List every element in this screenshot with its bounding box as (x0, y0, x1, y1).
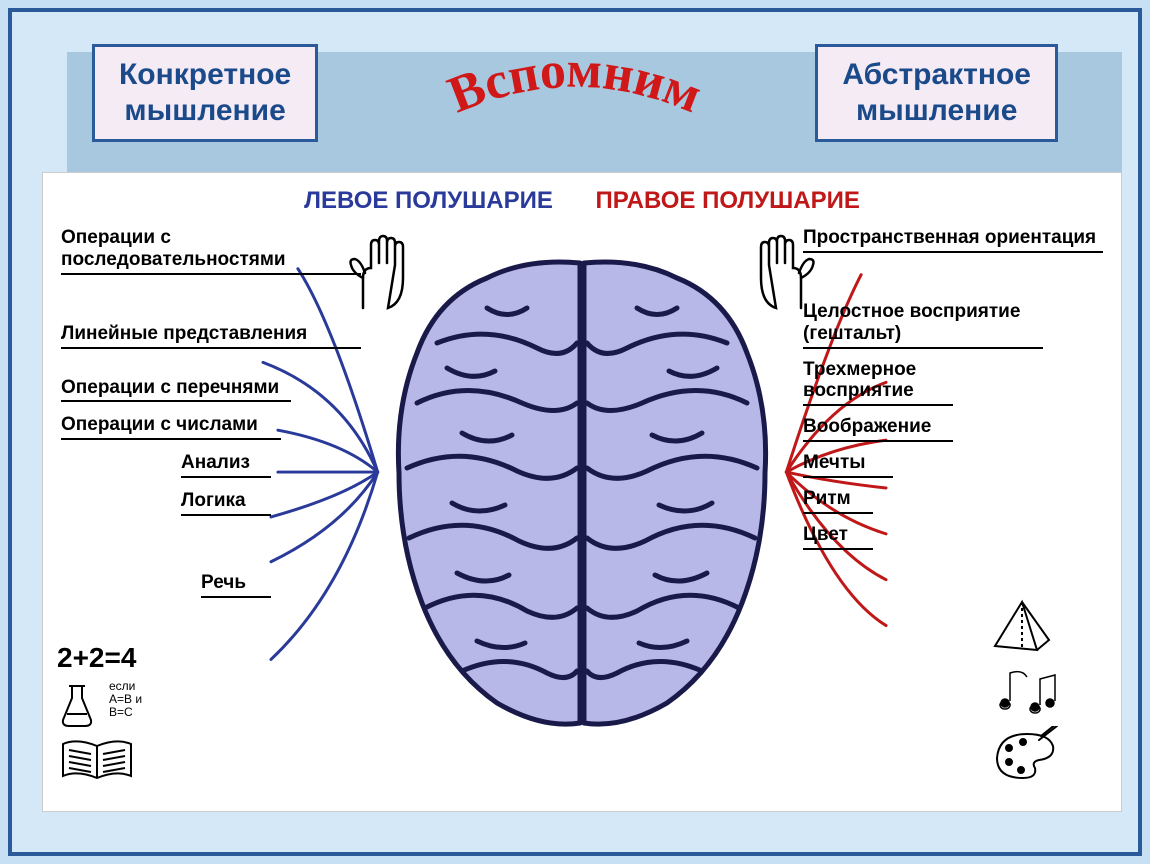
right-label-4: Мечты (803, 448, 893, 478)
brain-icon (377, 253, 787, 733)
header-boxes: Конкретное мышление Абстрактное мышление (12, 44, 1138, 142)
right-label-5: Ритм (803, 484, 873, 514)
right-labels: Пространственная ориентация Целостное во… (803, 223, 1103, 550)
book-icon (57, 736, 137, 786)
header-box-left: Конкретное мышление (92, 44, 318, 142)
header-box-right: Абстрактное мышление (815, 44, 1058, 142)
palette-icon (987, 726, 1067, 786)
right-label-2: Трехмерное восприятие (803, 355, 953, 407)
math-equation: 2+2=4 (57, 642, 257, 674)
flask-icon (57, 680, 97, 730)
header-right-line2: мышление (842, 93, 1031, 129)
music-notes-icon (987, 661, 1067, 721)
right-label-0: Пространственная ориентация (803, 223, 1103, 253)
right-label-3: Воображение (803, 412, 953, 442)
hemisphere-titles: ЛЕВОЕ ПОЛУШАРИЕ ПРАВОЕ ПОЛУШАРИЕ (43, 187, 1121, 215)
logic-text: если A=B и B=C (109, 680, 142, 720)
diagram-panel: ЛЕВОЕ ПОЛУШАРИЕ ПРАВОЕ ПОЛУШАРИЕ (42, 172, 1122, 812)
right-label-6: Цвет (803, 520, 873, 550)
header-left-line1: Конкретное (119, 57, 291, 93)
left-labels: Операции с последовательностями Линейные… (61, 223, 361, 598)
outer-frame: Конкретное мышление Абстрактное мышление… (8, 8, 1142, 856)
hemi-left-title: ЛЕВОЕ ПОЛУШАРИЕ (304, 187, 553, 214)
left-label-6: Речь (201, 568, 271, 598)
left-label-4: Анализ (181, 448, 271, 478)
left-label-1: Линейные представления (61, 319, 361, 349)
left-label-0: Операции с последовательностями (61, 223, 361, 275)
header-right-line1: Абстрактное (842, 57, 1031, 93)
header-left-line2: мышление (119, 93, 291, 129)
doodles-left: 2+2=4 если A=B и B=C (57, 642, 257, 791)
hemi-right-title: ПРАВОЕ ПОЛУШАРИЕ (596, 187, 860, 214)
left-label-5: Логика (181, 486, 271, 516)
right-label-1: Целостное восприятие (гештальт) (803, 297, 1043, 349)
pyramid-icon (987, 596, 1057, 656)
left-label-2: Операции с перечнями (61, 373, 291, 403)
left-label-3: Операции с числами (61, 410, 281, 440)
doodles-right (987, 596, 1107, 791)
